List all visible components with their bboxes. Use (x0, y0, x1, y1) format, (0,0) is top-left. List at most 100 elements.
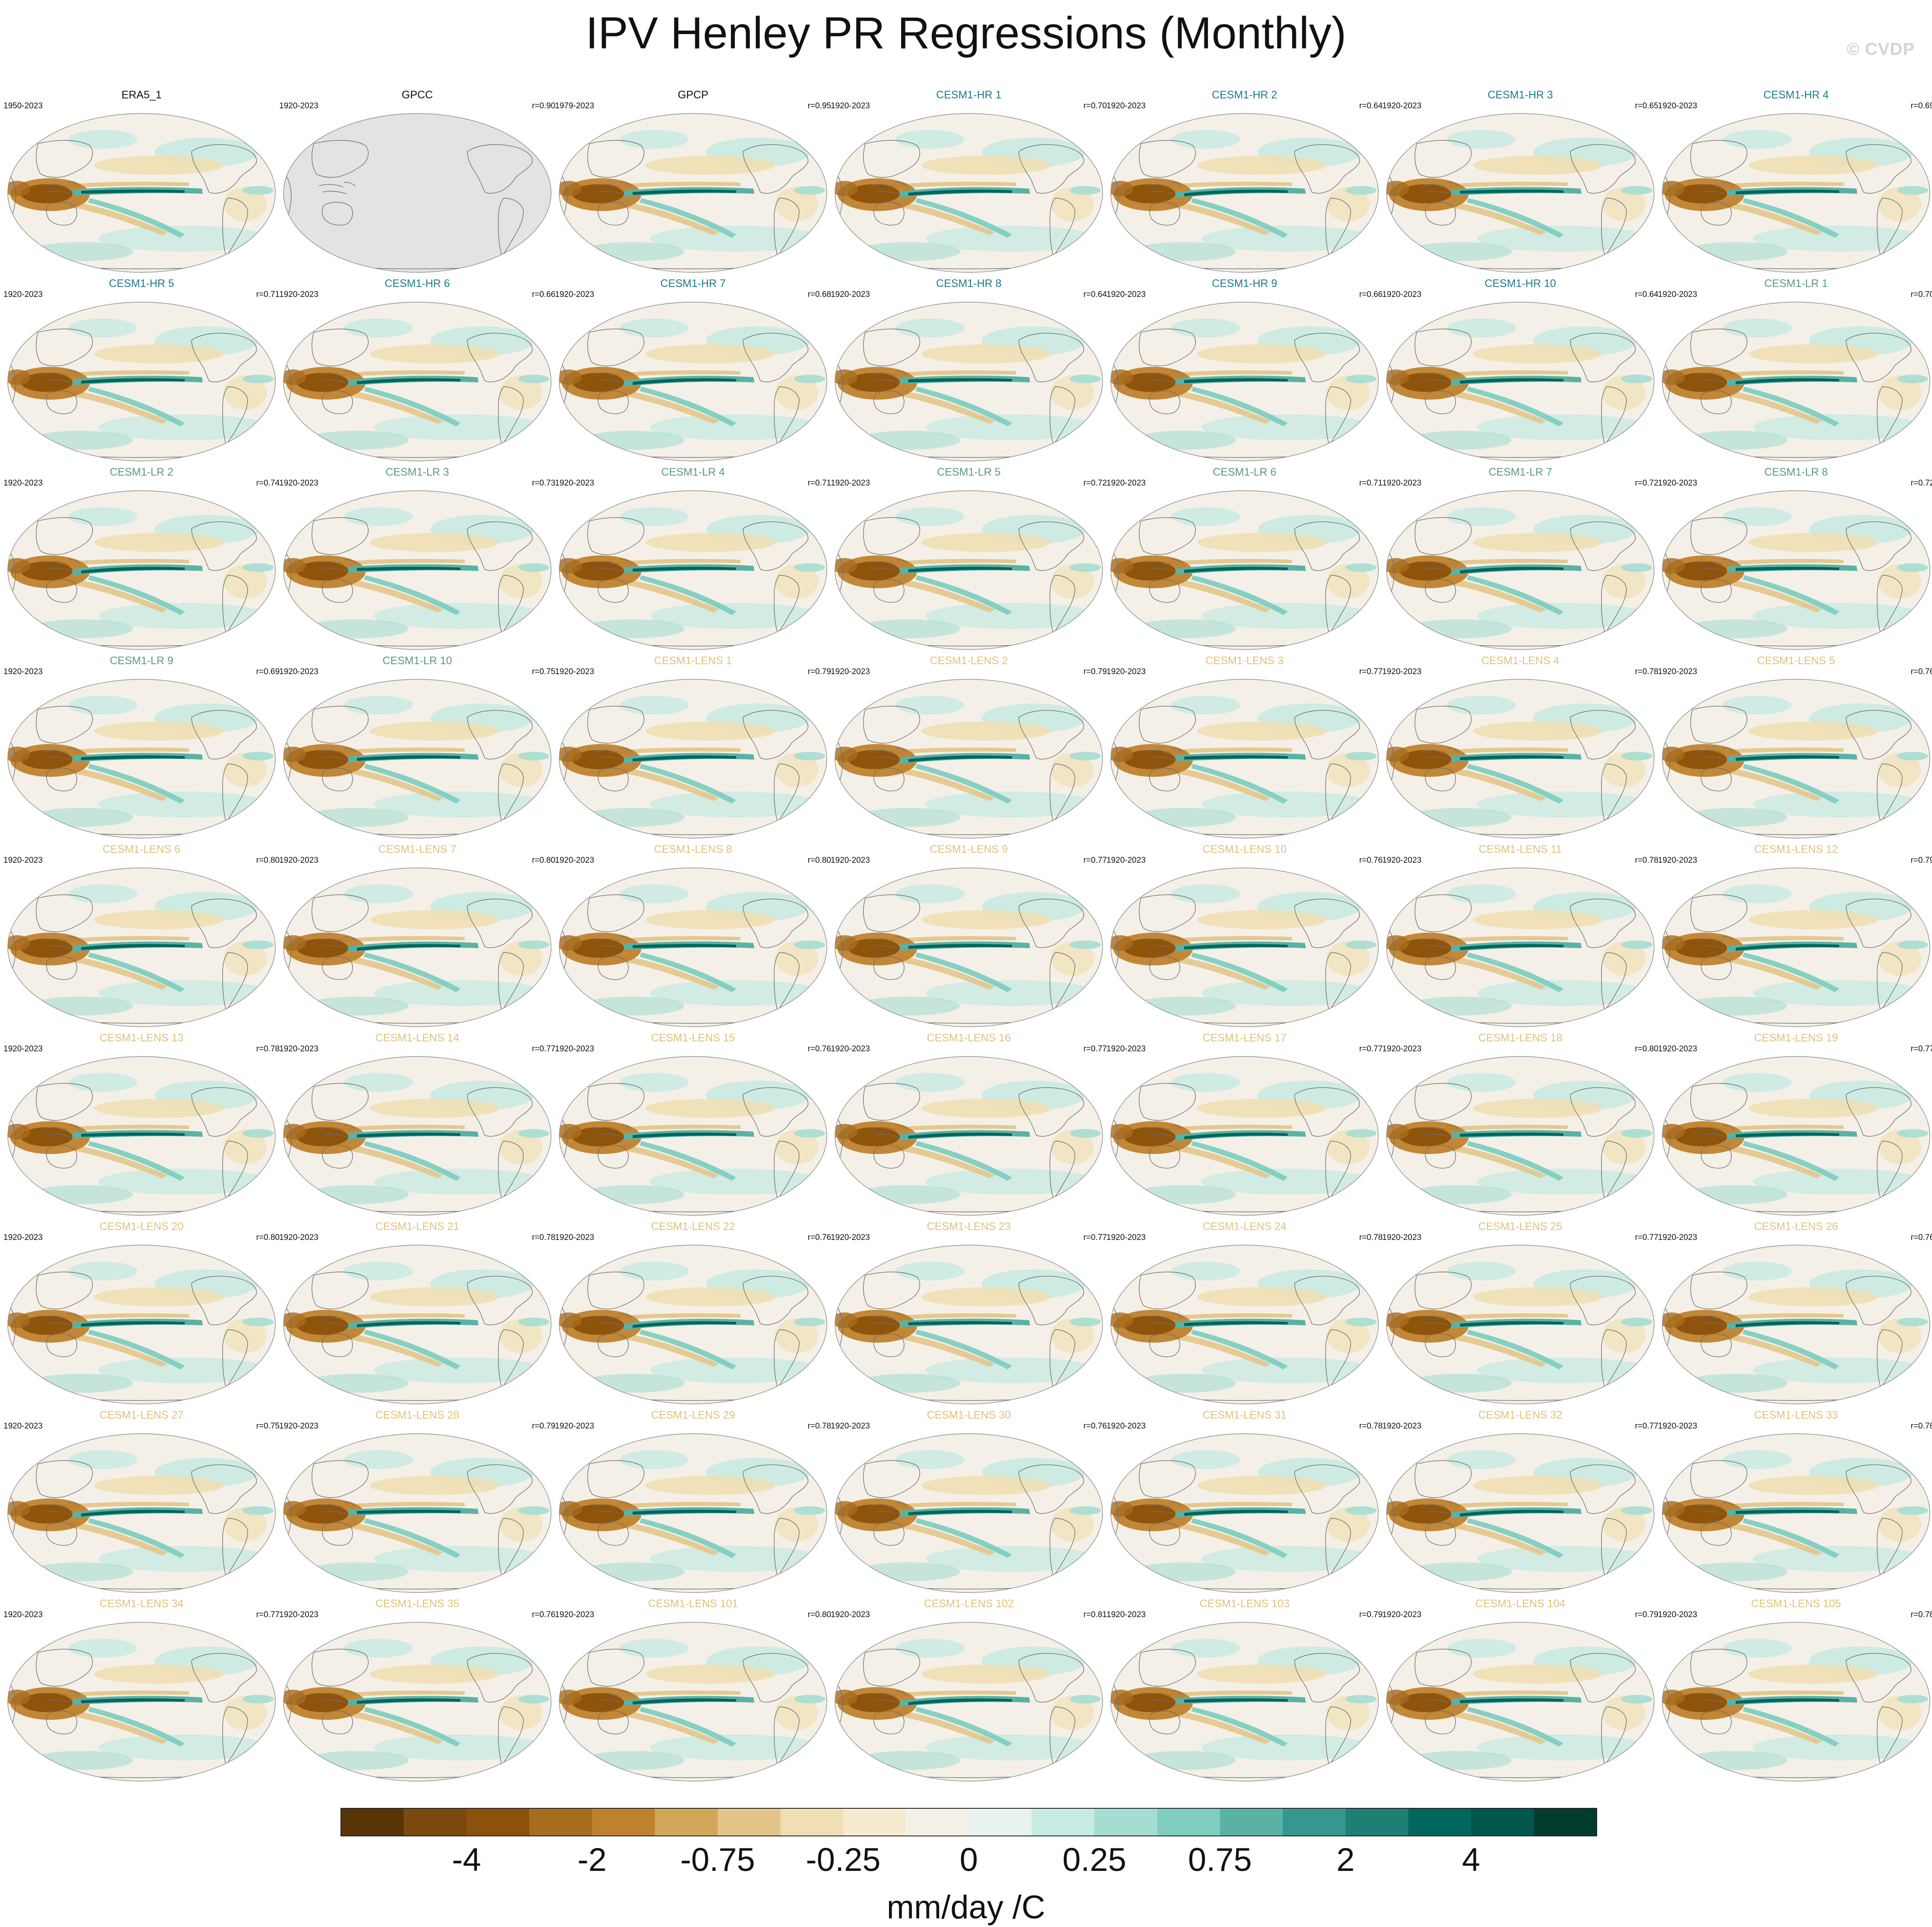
south-dry-arm (620, 766, 719, 801)
regression-map (559, 1245, 827, 1404)
north-subtropics-dry-band (921, 533, 1051, 552)
panel-correlation: r=0.76 (1359, 856, 1383, 865)
south-midlat-wet-band (1477, 414, 1650, 440)
north-asia-wet-patch (1447, 1073, 1516, 1092)
southern-ocean-wet-patch (29, 1751, 133, 1770)
panel-years: 1920-2023 (555, 1044, 594, 1053)
south-dry-arm (68, 1709, 167, 1744)
west-pacific-dry-center (296, 1504, 348, 1523)
south-america-coast (222, 198, 248, 256)
greenland-coast (1074, 1258, 1091, 1272)
regression-map (283, 302, 552, 461)
south-pacific-wet-diagonal (1743, 1707, 1839, 1747)
west-pacific-dry-center (296, 1127, 348, 1146)
southern-ocean-wet-patch (1684, 997, 1787, 1016)
south-dry-arm (895, 1521, 995, 1555)
panel-title: CESM1-LENS 101 (648, 1598, 738, 1610)
south-midlat-wet-band (1201, 980, 1374, 1006)
panel-years: 1920-2023 (555, 856, 594, 865)
north-dry-arm (340, 370, 465, 377)
atlantic-itcz-wet (1621, 1506, 1652, 1515)
map-panel: CESM1-LENS 25 1920-2023 r=0.77 (1382, 1220, 1658, 1408)
north-america-coast (1570, 1653, 1636, 1703)
panel-correlation: r=0.79 (1083, 667, 1107, 676)
north-dry-arm (615, 370, 741, 377)
maritime-continent-coast (43, 1125, 80, 1137)
maritime-continent-coast (1146, 1502, 1183, 1514)
colorbar-units-label: mm/day /C (886, 1889, 1046, 1926)
asia-coast (587, 706, 645, 744)
map-boundary (1662, 1056, 1930, 1216)
north-america-coast (191, 333, 257, 382)
south-america-coast (774, 763, 800, 822)
southern-ocean-wet-patch (857, 997, 960, 1016)
west-pacific-dry-center (21, 750, 72, 769)
equatorial-wet-core (633, 1321, 736, 1328)
panel-years: 1920-2023 (3, 1422, 43, 1431)
southern-ocean-wet-patch (1132, 1562, 1236, 1581)
north-america-coast (1018, 1276, 1084, 1325)
map-panel: CESM1-LR 9 1920-2023 r=0.69 (3, 654, 280, 842)
panel-title: CESM1-LR 8 (1764, 466, 1828, 478)
map-panel: CESM1-LENS 35 1920-2023 r=0.76 (279, 1597, 555, 1785)
south-dry-arm (344, 1709, 443, 1744)
map-boundary (283, 1245, 552, 1404)
regression-field (559, 1434, 827, 1593)
map-boundary (283, 1433, 552, 1593)
north-subtropics-dry-band (1749, 156, 1878, 175)
indian-ocean-dry-patch (1111, 1690, 1133, 1705)
south-pacific-wet-diagonal (88, 575, 185, 615)
asia-coast (863, 706, 920, 744)
atlantic-itcz-wet (1897, 752, 1928, 760)
asia-coast (1139, 1271, 1196, 1309)
west-pacific-dry-center (1675, 1504, 1727, 1523)
west-pacific-dry-center (1124, 939, 1176, 958)
asia-coast (1139, 328, 1196, 366)
panel-title: CESM1-LENS 30 (927, 1409, 1011, 1421)
maritime-continent-coast (870, 1690, 907, 1703)
panel-correlation: r=0.70 (1083, 101, 1107, 110)
panel-correlation: r=0.77 (1635, 1233, 1658, 1242)
regression-field (1111, 302, 1378, 461)
panel-years: 1920-2023 (279, 290, 318, 299)
australia-coast (1701, 1333, 1732, 1357)
west-pacific-dry-center (1675, 1316, 1727, 1335)
panel-correlation: r=0.78 (1910, 1422, 1932, 1431)
south-pacific-wet-diagonal (1467, 1518, 1563, 1558)
north-america-coast (191, 144, 257, 194)
north-america-coast (1570, 521, 1636, 571)
map-panel: CESM1-LENS 17 1920-2023 r=0.77 (1106, 1031, 1383, 1220)
asia-coast (1690, 140, 1748, 178)
north-subtropics-dry-band (1749, 533, 1878, 552)
maritime-continent-coast (870, 370, 907, 383)
south-america-coast (1325, 763, 1351, 822)
equatorial-wet-core (81, 1698, 185, 1703)
north-asia-wet-patch (1723, 1639, 1792, 1658)
panel-correlation: r=0.80 (807, 1610, 831, 1619)
north-america-coast (467, 521, 533, 571)
atlantic-itcz-wet (1070, 940, 1101, 949)
south-pacific-wet-diagonal (88, 1141, 185, 1181)
south-america-dry-patch (224, 564, 267, 599)
south-dry-arm (1171, 389, 1270, 424)
panel-title: CESM1-HR 1 (936, 89, 1002, 101)
north-dry-arm (340, 1690, 465, 1697)
indian-ocean-dry-patch (284, 1124, 306, 1139)
panel-title: GPCC (401, 89, 433, 101)
southern-ocean-wet-patch (581, 808, 684, 827)
maritime-continent-coast (1146, 1690, 1183, 1703)
south-america-coast (1601, 198, 1627, 256)
asia-coast (1139, 517, 1196, 555)
panel-correlation: r=0.64 (1635, 290, 1658, 299)
south-america-dry-patch (1878, 941, 1921, 976)
north-subtropics-dry-band (94, 1476, 224, 1495)
north-asia-wet-patch (620, 1262, 689, 1280)
regression-field (1662, 1245, 1930, 1404)
equatorial-wet-core (1460, 1698, 1563, 1703)
north-asia-wet-patch (1447, 884, 1516, 903)
australia-coast (322, 202, 353, 226)
colorbar: -4 -2 -0.75 -0.25 0 0.25 0.75 2 4 (340, 1808, 1597, 1878)
panel-correlation: r=0.71 (1359, 479, 1383, 488)
south-pacific-wet-diagonal (1467, 1330, 1563, 1369)
south-america-dry-patch (775, 1507, 818, 1542)
